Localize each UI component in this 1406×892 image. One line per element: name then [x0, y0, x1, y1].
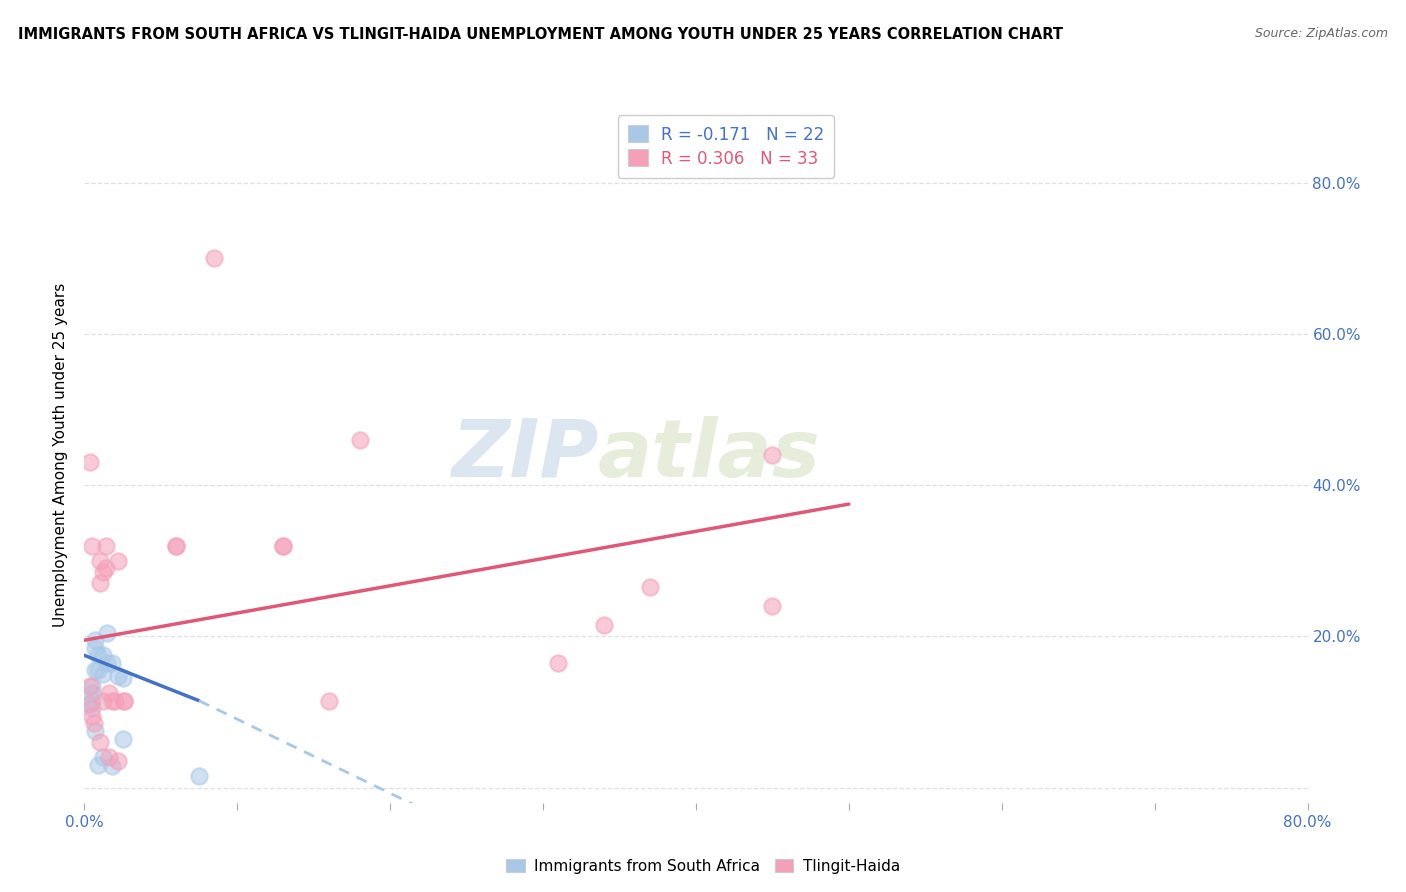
- Legend: R = -0.171   N = 22, R = 0.306   N = 33: R = -0.171 N = 22, R = 0.306 N = 33: [617, 115, 834, 178]
- Point: [79, 679, 101, 693]
- Point: [89, 576, 111, 591]
- Point: [349, 433, 371, 447]
- Point: [107, 754, 129, 768]
- Point: [761, 448, 783, 462]
- Point: [111, 671, 134, 685]
- Text: Source: ZipAtlas.com: Source: ZipAtlas.com: [1254, 27, 1388, 40]
- Point: [761, 599, 783, 614]
- Point: [165, 539, 187, 553]
- Point: [80, 708, 103, 723]
- Text: IMMIGRANTS FROM SOUTH AFRICA VS TLINGIT-HAIDA UNEMPLOYMENT AMONG YOUTH UNDER 25 : IMMIGRANTS FROM SOUTH AFRICA VS TLINGIT-…: [18, 27, 1063, 42]
- Point: [83, 716, 105, 731]
- Point: [84, 640, 107, 655]
- Point: [80, 539, 103, 553]
- Point: [547, 656, 569, 670]
- Point: [84, 723, 107, 738]
- Point: [91, 648, 114, 663]
- Point: [104, 694, 127, 708]
- Y-axis label: Unemployment Among Youth under 25 years: Unemployment Among Youth under 25 years: [53, 283, 69, 627]
- Point: [107, 554, 129, 568]
- Point: [97, 686, 120, 700]
- Point: [188, 769, 211, 783]
- Point: [271, 539, 294, 553]
- Legend: Immigrants from South Africa, Tlingit-Haida: Immigrants from South Africa, Tlingit-Ha…: [501, 853, 905, 880]
- Point: [271, 539, 294, 553]
- Point: [91, 667, 114, 681]
- Point: [84, 633, 107, 648]
- Point: [202, 252, 225, 266]
- Point: [101, 694, 124, 708]
- Point: [91, 694, 114, 708]
- Point: [89, 735, 111, 749]
- Point: [91, 565, 114, 579]
- Point: [318, 694, 340, 708]
- Point: [94, 561, 117, 575]
- Point: [80, 694, 103, 708]
- Point: [165, 539, 187, 553]
- Point: [87, 648, 110, 663]
- Point: [111, 731, 134, 746]
- Point: [97, 750, 120, 764]
- Point: [112, 694, 135, 708]
- Point: [79, 455, 101, 469]
- Point: [79, 698, 101, 712]
- Point: [80, 701, 103, 715]
- Point: [96, 625, 118, 640]
- Point: [96, 656, 118, 670]
- Point: [593, 618, 616, 632]
- Point: [101, 759, 124, 773]
- Point: [80, 686, 103, 700]
- Point: [112, 694, 135, 708]
- Point: [107, 669, 129, 683]
- Text: ZIP: ZIP: [451, 416, 598, 494]
- Point: [84, 664, 107, 678]
- Point: [638, 580, 661, 594]
- Point: [94, 539, 117, 553]
- Point: [87, 664, 110, 678]
- Text: atlas: atlas: [598, 416, 821, 494]
- Point: [89, 554, 111, 568]
- Point: [87, 758, 110, 772]
- Point: [80, 679, 103, 693]
- Point: [91, 750, 114, 764]
- Point: [101, 656, 124, 670]
